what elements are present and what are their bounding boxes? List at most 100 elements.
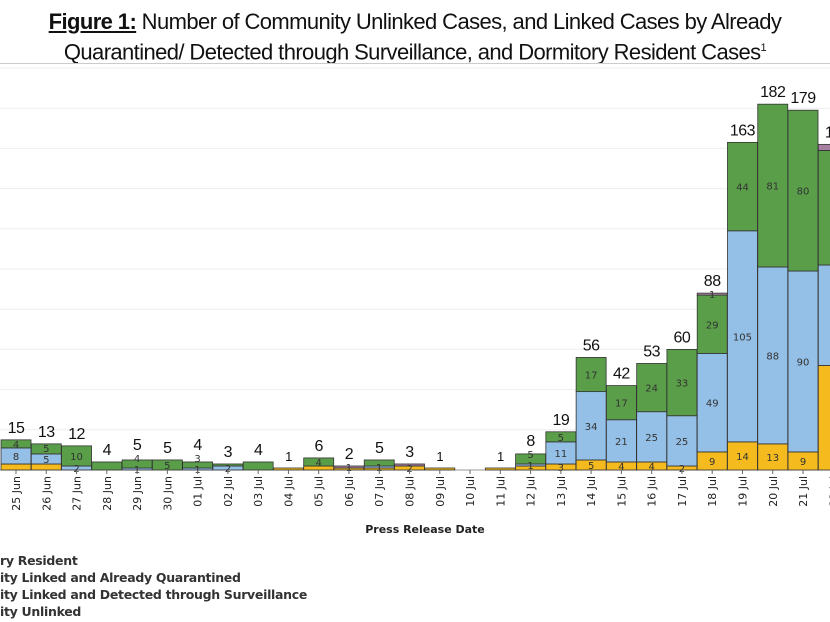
bar-segment-community-unlinked (273, 467, 304, 471)
segment-label: 5 (558, 433, 564, 444)
bar-segment-community-linked-and-detected-through-surveillance (757, 103, 789, 268)
bar-segment-community-linked-and-detected-through-surveillance (91, 461, 123, 471)
x-tick-label: 12 Jul (525, 476, 538, 507)
x-tick-label: 14 Jul (585, 476, 598, 507)
x-tick-label: 19 Jul (736, 476, 749, 507)
bar-segment-community-linked-and-detected-through-surveillance (817, 150, 830, 266)
total-label: 16 (825, 124, 830, 141)
segment-label: 17 (615, 399, 628, 410)
chart-title: Figure 1: Number of Community Unlinked C… (0, 8, 830, 65)
segment-label: 4 (648, 462, 654, 473)
segment-label: 1 (527, 461, 533, 472)
segment-label: 11 (554, 449, 567, 460)
total-label: 13 (38, 424, 55, 441)
segment-label: 3 (558, 463, 564, 474)
total-label: 1 (497, 449, 504, 464)
segment-label: 5 (588, 461, 594, 472)
footnote-mark: 1 (760, 42, 767, 54)
total-label: 88 (704, 273, 721, 290)
total-label: 5 (375, 440, 384, 457)
segment-label: 49 (706, 399, 719, 410)
x-tick-label: 28 Jun (101, 476, 114, 511)
x-tick-label: 06 Jul (343, 476, 356, 507)
segment-label: 14 (736, 452, 749, 463)
segment-label: 4 (134, 454, 140, 465)
bar-segment-community-unlinked (484, 467, 516, 471)
segment-label: 4 (13, 440, 19, 451)
bar-segment-community-unlinked (0, 463, 32, 471)
segment-label: 5 (527, 450, 533, 461)
x-tick-label: 26 Jun (40, 476, 53, 511)
total-label: 5 (163, 440, 172, 457)
total-label: 4 (193, 437, 202, 454)
bar-segment-community-linked-and-already-quarantined (575, 391, 607, 461)
x-tick-label: 03 Jul (252, 476, 265, 507)
legend: ry Resident ity Linked and Already Quara… (0, 552, 307, 620)
segment-label: 25 (645, 433, 658, 444)
segment-label: 9 (709, 457, 715, 468)
bar-segment-community-linked-and-detected-through-surveillance (242, 461, 274, 471)
total-label: 1 (436, 449, 443, 464)
x-tick-label: 20 Jul (767, 476, 780, 507)
total-label: 179 (790, 90, 816, 107)
bar-segment-community-linked-and-detected-through-surveillance (303, 457, 335, 467)
segment-label: 90 (797, 357, 810, 368)
segment-label: 17 (585, 371, 598, 382)
x-tick-label: 07 Jul (373, 476, 386, 507)
x-tick-label: 10 Jul (464, 476, 477, 507)
segment-label: 29 (706, 320, 719, 331)
bar-segment-community-linked-and-already-quarantined (817, 264, 830, 366)
total-label: 4 (254, 442, 263, 459)
bar-segment-community-linked-and-detected-through-surveillance (606, 385, 637, 421)
x-tick-label: 09 Jul (434, 476, 447, 507)
total-label: 42 (613, 366, 630, 383)
x-tick-label: 18 Jul (706, 476, 719, 507)
segment-label: 25 (676, 437, 689, 448)
segment-label: 44 (736, 183, 749, 194)
total-label: 56 (583, 337, 600, 354)
segment-label: 13 (766, 453, 779, 464)
bar-segment-community-linked-and-detected-through-surveillance (575, 357, 607, 393)
segment-label: 5 (43, 444, 49, 455)
total-label: 60 (674, 329, 691, 346)
legend-item-quarantined: ity Linked and Already Quarantined (0, 570, 241, 585)
segment-label: 21 (615, 437, 628, 448)
bar-segment-community-unlinked (424, 467, 456, 471)
bar-segment-community-linked-and-detected-through-surveillance (363, 459, 395, 467)
total-label: 3 (405, 444, 414, 461)
segment-label: 2 (679, 464, 685, 475)
bar-segment-community-unlinked (817, 365, 830, 471)
segment-label: 8 (13, 452, 19, 463)
total-label: 1 (285, 449, 292, 464)
total-label: 4 (103, 442, 112, 459)
segment-label: 1 (346, 463, 352, 474)
total-label: 15 (8, 420, 25, 437)
legend-item-surveillance: ity Linked and Detected through Surveill… (0, 587, 308, 602)
segment-label: 3 (194, 454, 200, 465)
total-label: 6 (314, 438, 323, 455)
bar-segment-community-linked-and-detected-through-surveillance (696, 294, 728, 354)
x-tick-label: 27 Jun (71, 476, 84, 511)
x-tick-label: 02 Jul (222, 476, 235, 507)
x-axis-label: Press Release Date (365, 523, 485, 536)
segment-label: 105 (733, 332, 752, 343)
bar-segment-community-linked-and-already-quarantined (727, 230, 758, 443)
x-tick-label: 05 Jul (313, 476, 326, 507)
total-label: 8 (526, 433, 535, 450)
segment-label: 80 (797, 187, 810, 198)
segment-label: 24 (645, 384, 658, 395)
total-label: 3 (224, 444, 233, 461)
total-label: 53 (643, 343, 660, 360)
x-tick-label: 04 Jul (282, 476, 295, 507)
x-tick-label: 30 Jun (161, 476, 174, 511)
x-tick-label: 22 Jul (827, 476, 830, 507)
bar-segment-community-linked-and-detected-through-surveillance (727, 141, 758, 232)
bar-segment-dormitory-resident (394, 463, 425, 467)
title-divider (0, 63, 830, 64)
x-tick-label: 21 Jul (797, 476, 810, 507)
segment-label: 5 (43, 455, 49, 466)
segment-label: 34 (585, 422, 598, 433)
segment-label: 9 (800, 457, 806, 468)
title-line-1: Number of Community Unlinked Cases, and … (136, 9, 782, 34)
